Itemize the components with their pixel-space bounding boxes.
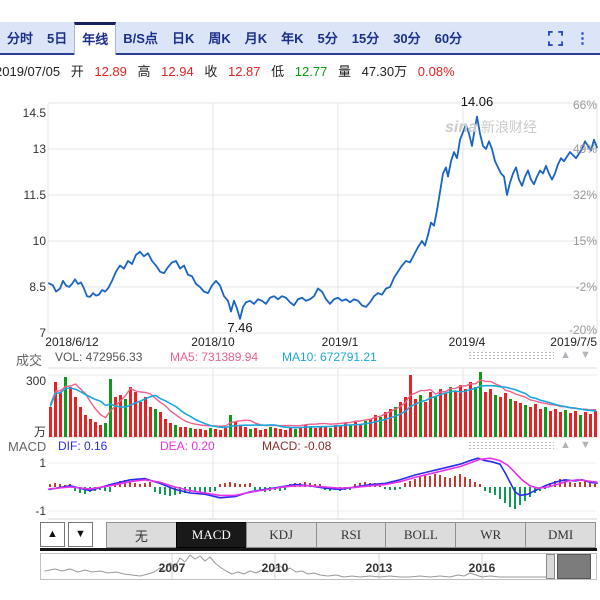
tab-bs-point[interactable]: B/S点 — [123, 31, 158, 46]
macd-pane-up-arrow[interactable]: ▲ — [560, 439, 571, 451]
close-label: 收 — [204, 64, 218, 79]
volume-pane-up-arrow[interactable]: ▲ — [560, 349, 571, 361]
indicator-tab-kdj[interactable]: KDJ — [245, 522, 317, 548]
x-label: 2018/10 — [191, 335, 235, 349]
tab-minute[interactable]: 分时 — [7, 31, 34, 46]
indicator-tabs: 无 MACD KDJ RSI BOLL WR DMI — [106, 522, 597, 548]
macd-pane-title: MACD — [8, 439, 47, 454]
y-tick: 11.5 — [23, 188, 46, 202]
low-annotation: 7.46 — [227, 320, 253, 335]
indicator-tab-rsi[interactable]: RSI — [315, 522, 387, 548]
quote-date: 2019/07/05 — [0, 64, 61, 79]
y-tick: 14.5 — [22, 106, 46, 120]
x-label: 2018/6/12 — [45, 335, 99, 349]
tab-monthly-k[interactable]: 月K — [244, 31, 268, 46]
macd-pane-drag-grip[interactable] — [468, 441, 554, 450]
tab-yearline[interactable]: 年线 — [74, 22, 117, 55]
indicator-up-button[interactable]: ▲ — [40, 522, 65, 547]
volume-y-tick: 300 — [25, 374, 46, 388]
pct-tick: -20% — [568, 323, 597, 337]
volume-pane-title: 成交 — [16, 353, 43, 368]
ohlc-info-bar: 2019/07/05 开 12.89 高 12.94 收 12.87 低 12.… — [0, 61, 600, 79]
pct-tick: 49% — [572, 142, 597, 156]
vol-value: VOL: 472956.33 — [55, 350, 143, 364]
more-menu-icon[interactable]: ⋮ — [575, 30, 590, 47]
tab-30min[interactable]: 30分 — [393, 31, 421, 46]
period-tab-bar: 分时 5日 年线 B/S点 日K 周K 月K 年K 5分 15分 30分 60分… — [0, 22, 600, 55]
timeline-year: 2010 — [261, 561, 289, 575]
open-label: 开 — [70, 64, 84, 79]
tab-daily-k[interactable]: 日K — [171, 31, 195, 46]
y-tick: 7 — [39, 326, 46, 340]
dif-value: DIF: 0.16 — [58, 439, 108, 453]
x-label: 2019/1 — [321, 335, 359, 349]
y-tick: 13 — [32, 142, 46, 156]
volume-pane-down-arrow[interactable]: ▼ — [580, 349, 591, 361]
volume-value: 47.30万 — [361, 64, 408, 79]
x-label: 2019/7/5 — [550, 335, 597, 349]
macd-y-tick-bottom: -1 — [35, 504, 46, 518]
indicator-tab-none[interactable]: 无 — [106, 522, 177, 548]
timeline-year: 2007 — [158, 561, 186, 575]
x-label: 2019/4 — [448, 335, 486, 349]
close-value: 12.87 — [227, 64, 261, 79]
tab-weekly-k[interactable]: 周K — [208, 31, 231, 46]
indicator-tab-boll[interactable]: BOLL — [385, 522, 457, 548]
volume-unit: 万 — [33, 425, 46, 439]
timeline-year: 2016 — [468, 561, 496, 575]
fullscreen-icon[interactable] — [548, 31, 563, 46]
tab-5min[interactable]: 5分 — [317, 31, 338, 46]
open-value: 12.89 — [94, 64, 127, 79]
indicator-tab-macd[interactable]: MACD — [175, 522, 247, 548]
ma10-value: MA10: 672791.21 — [282, 350, 377, 364]
indicator-down-button[interactable]: ▼ — [68, 522, 93, 547]
macd-value: MACD: -0.08 — [262, 439, 332, 453]
change-value: 0.08% — [417, 64, 455, 79]
high-annotation: 14.06 — [460, 94, 494, 109]
timeline-year: 2013 — [365, 561, 393, 575]
macd-pane-down-arrow[interactable]: ▼ — [580, 439, 591, 451]
tab-60min[interactable]: 60分 — [434, 31, 463, 46]
ma5-value: MA5: 731389.94 — [170, 350, 259, 364]
tab-15min[interactable]: 15分 — [351, 31, 380, 46]
indicator-tab-dmi[interactable]: DMI — [525, 522, 597, 548]
pct-tick: -2% — [575, 280, 597, 294]
pct-tick: 66% — [572, 98, 597, 112]
y-tick: 10 — [32, 234, 46, 248]
high-label: 高 — [137, 64, 151, 79]
timeline-brush-selection[interactable] — [557, 554, 591, 579]
volume-pane-drag-grip[interactable] — [468, 351, 554, 360]
pct-tick: 15% — [572, 234, 597, 248]
volume-label: 量 — [337, 64, 351, 79]
tab-yearly-k[interactable]: 年K — [281, 31, 304, 46]
macd-y-tick-top: 1 — [39, 456, 46, 470]
sina-watermark: sina 新浪财经 — [445, 119, 538, 136]
timeline-navigator[interactable] — [40, 553, 597, 580]
pct-tick: 32% — [572, 188, 597, 202]
dea-value: DEA: 0.20 — [160, 439, 215, 453]
low-label: 低 — [271, 64, 285, 79]
y-tick: 8.5 — [29, 280, 46, 294]
high-value: 12.94 — [161, 64, 194, 79]
sina-logo: sina — [445, 119, 478, 136]
low-value: 12.77 — [294, 64, 328, 79]
timeline-brush-handle[interactable] — [546, 554, 555, 579]
tab-5day[interactable]: 5日 — [47, 31, 68, 46]
divider-line — [40, 548, 597, 551]
indicator-tab-wr[interactable]: WR — [455, 522, 527, 548]
